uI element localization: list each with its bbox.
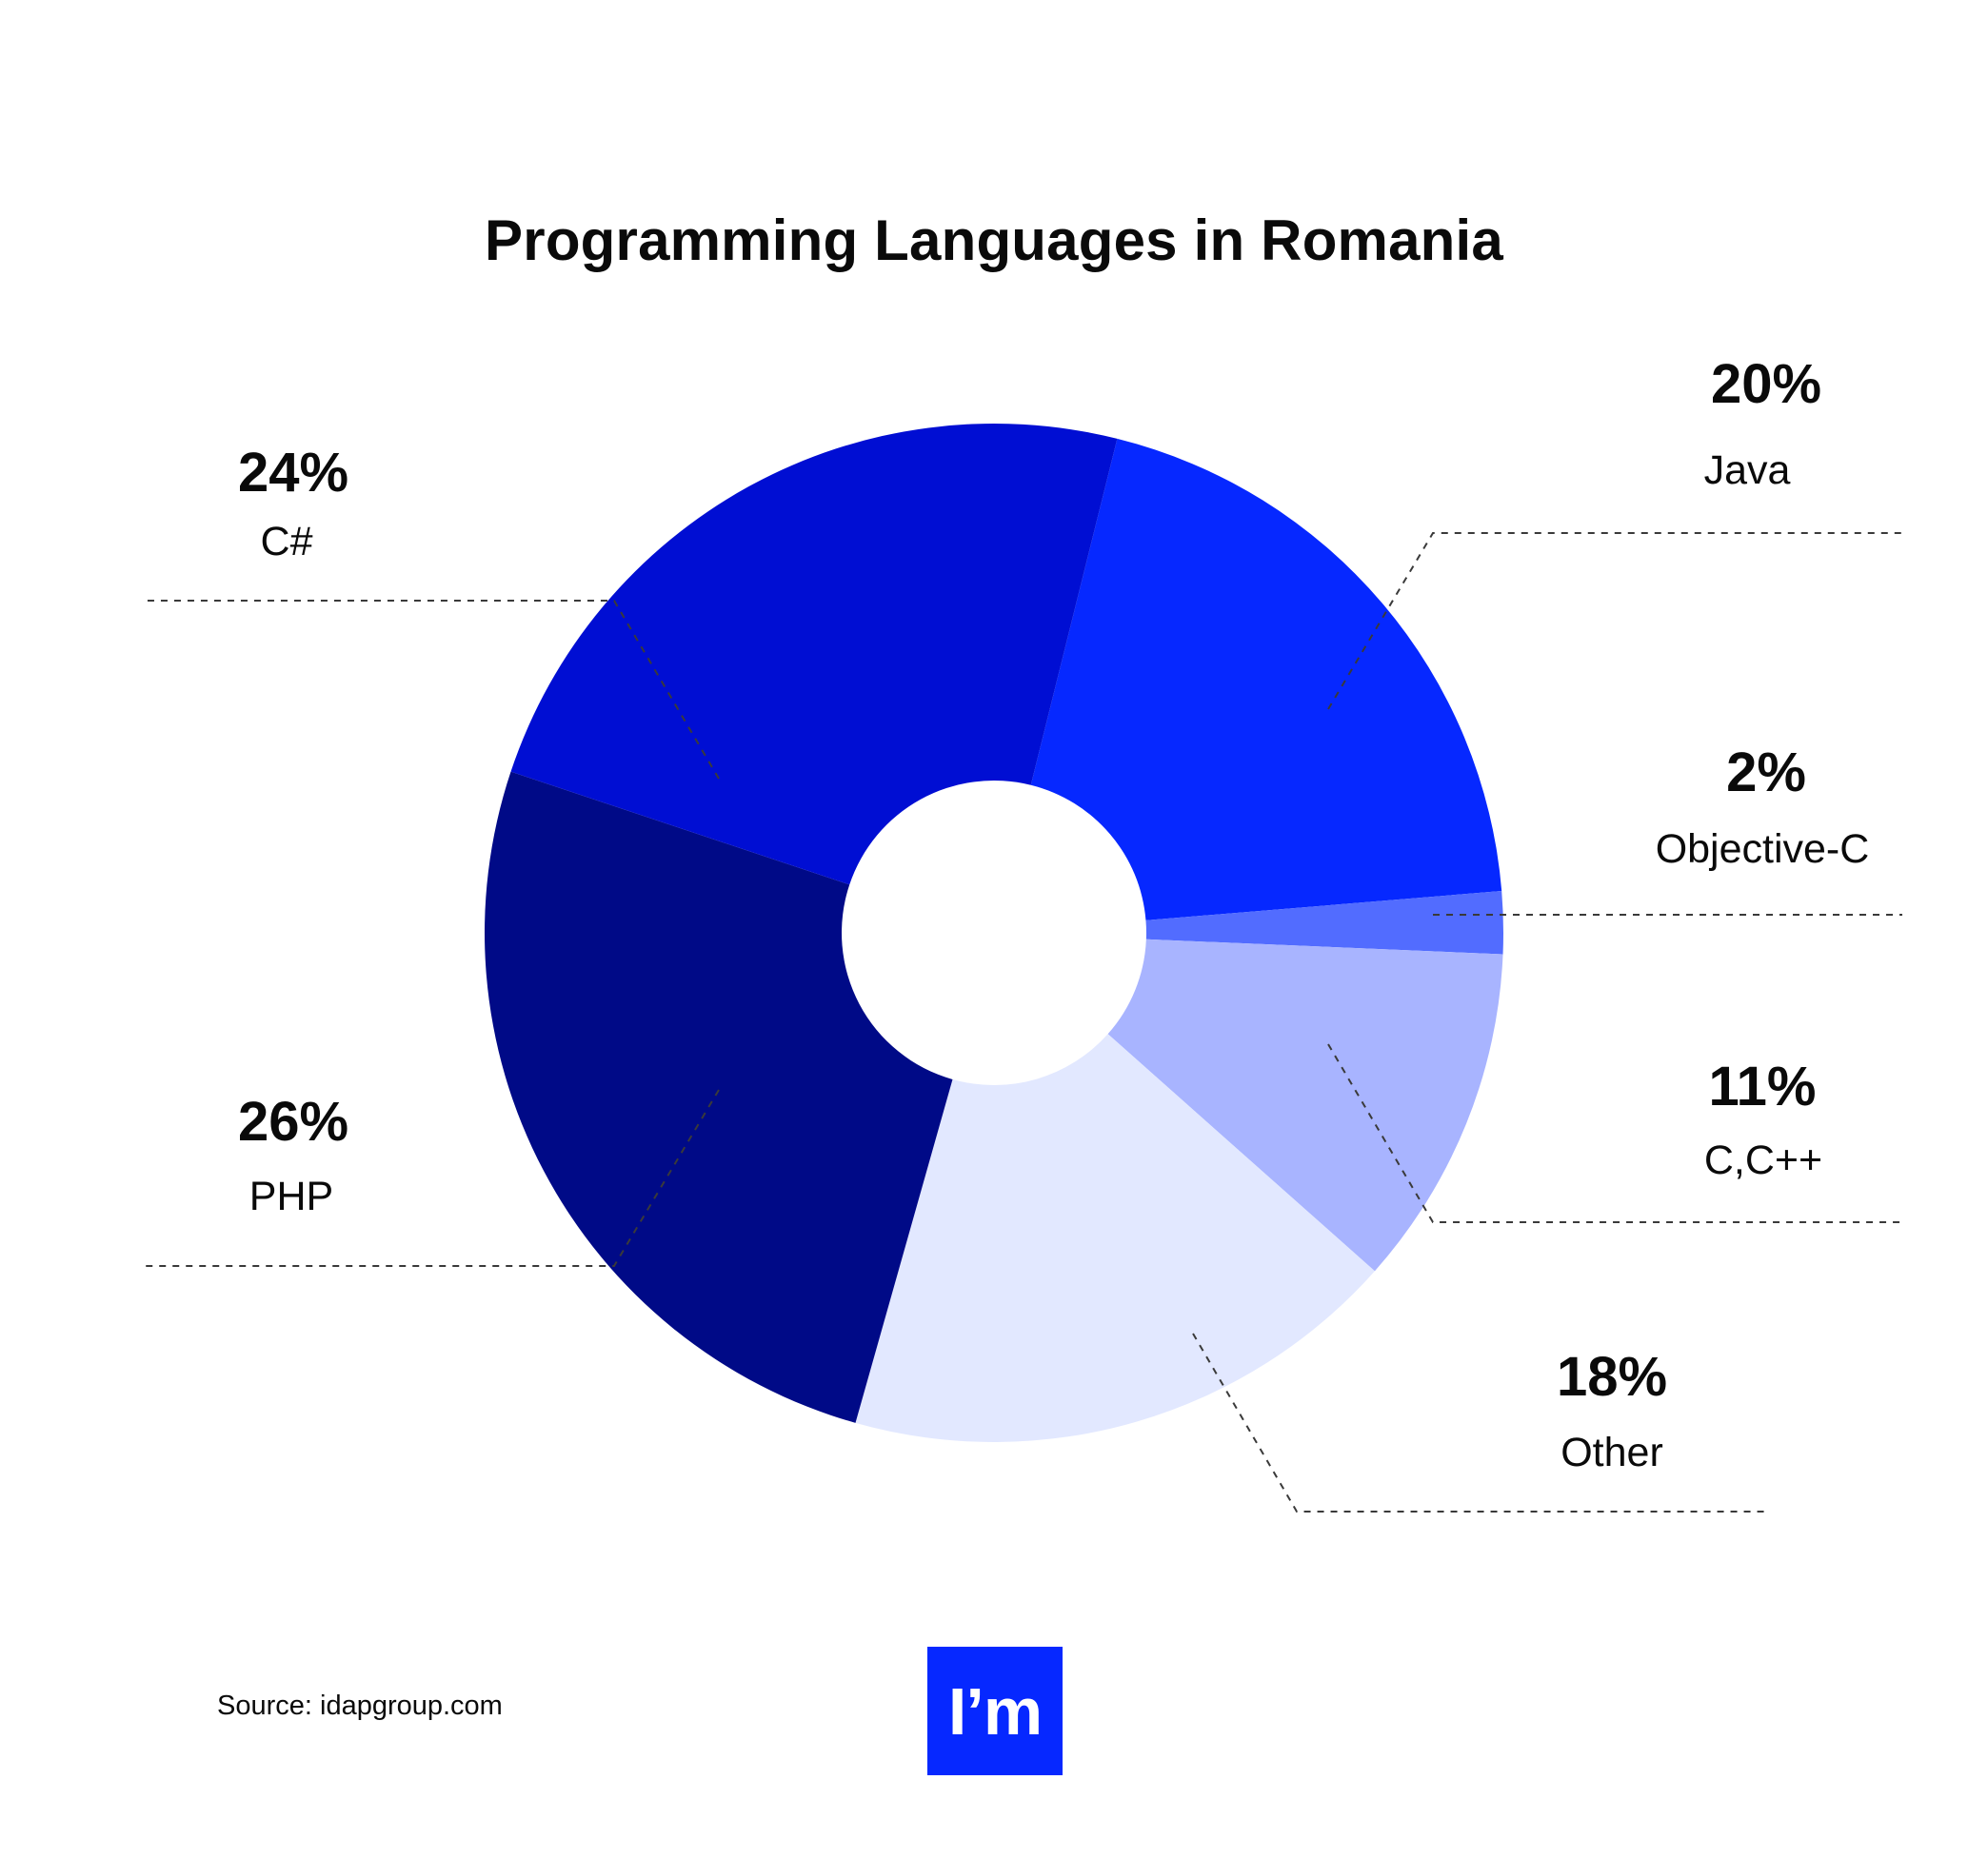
slice-c-c: [1107, 939, 1503, 1272]
leader-lines: [145, 532, 1902, 1513]
leader-line-java: [1327, 532, 1902, 710]
slice-c: [510, 424, 1118, 885]
value-label-java: 20%: [1710, 353, 1822, 415]
value-label-php: 26%: [237, 1091, 349, 1153]
source-note: Source: idapgroup.com: [217, 1691, 503, 1721]
leader-line-php: [145, 1089, 720, 1267]
chart-title: Programming Languages in Romania: [485, 208, 1503, 272]
slices-layer: [484, 424, 1503, 1442]
slice-php: [484, 771, 953, 1423]
value-label-other: 18%: [1556, 1346, 1668, 1408]
category-label-c: C#: [260, 519, 313, 564]
category-label-other: Other: [1561, 1430, 1663, 1475]
value-label-c-c: 11%: [1708, 1056, 1817, 1117]
leader-line-c: [145, 600, 720, 780]
leader-line-c-c: [1327, 1043, 1902, 1223]
value-label-c: 24%: [237, 442, 349, 504]
value-label-objective-c: 2%: [1726, 742, 1806, 803]
leader-line-other: [1192, 1333, 1766, 1513]
brand-logo: I’m: [927, 1647, 1063, 1775]
category-label-c-c: C,C++: [1703, 1137, 1823, 1183]
slice-other: [855, 1034, 1375, 1442]
slice-objective-c: [1145, 891, 1503, 955]
category-label-java: Java: [1703, 447, 1791, 493]
slice-java: [1030, 438, 1502, 920]
category-label-php: PHP: [248, 1174, 334, 1219]
category-label-objective-c: Objective-C: [1655, 826, 1870, 872]
